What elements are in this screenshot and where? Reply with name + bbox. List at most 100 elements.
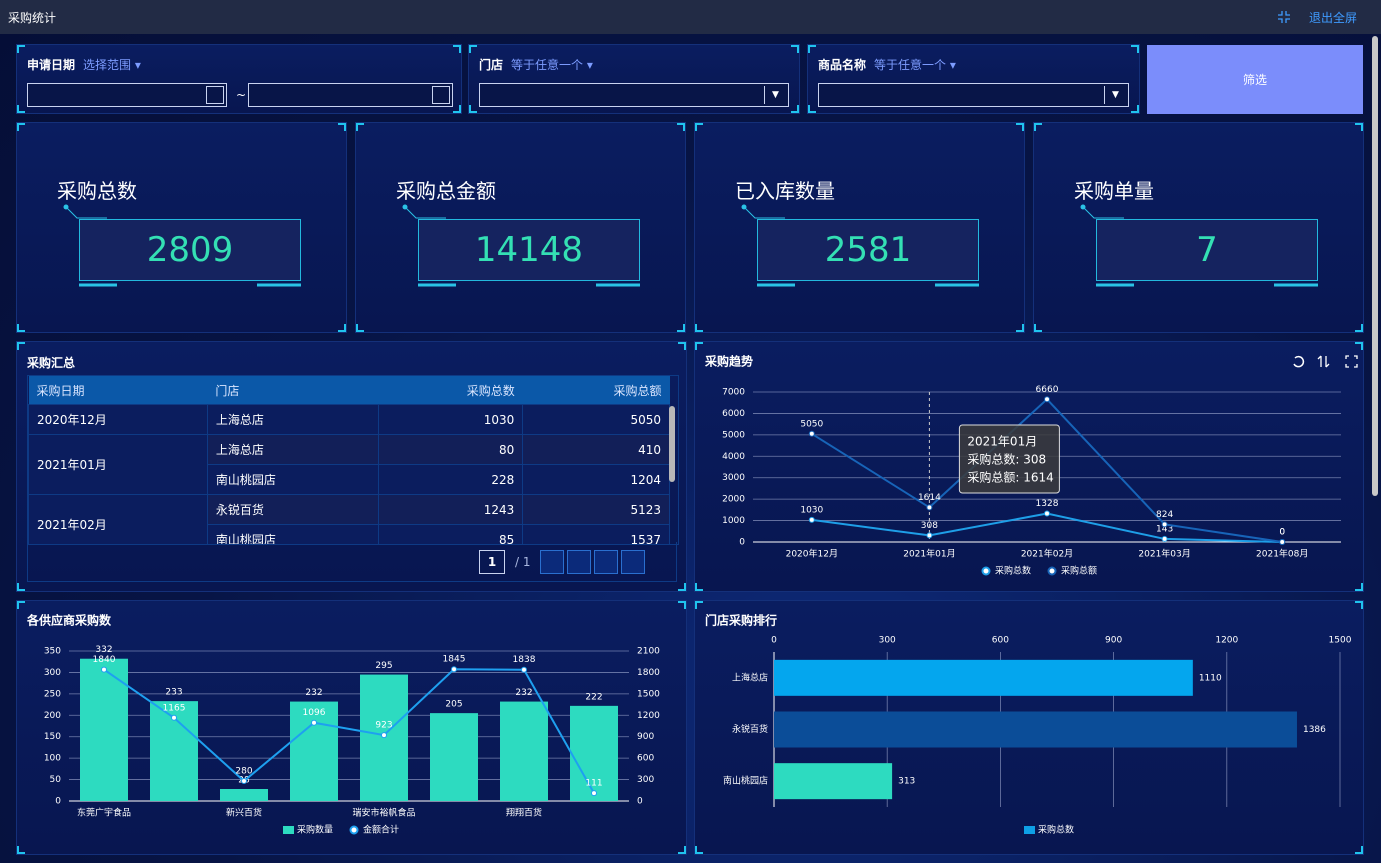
filter-mode[interactable]: 等于任意一个 ▾ <box>511 58 593 72</box>
fullscreen-icon[interactable] <box>1345 355 1358 368</box>
store-cell: 永锐百货 <box>206 494 379 525</box>
page-nav-button[interactable] <box>594 550 618 574</box>
filter-panel: 门店 等于任意一个 ▾ ▼ <box>468 44 800 114</box>
exit-fullscreen[interactable]: 退出全屏 <box>1308 11 1357 25</box>
y-tick-label: 1200 <box>637 711 660 721</box>
page-nav-button[interactable] <box>567 550 591 574</box>
kpi-value: 14148 <box>418 219 640 281</box>
chart: 采购趋势 0 1000 2000 3000 4000 5000 6000 7000 2020年12… <box>704 354 1358 577</box>
amount-cell: 410 <box>522 434 670 465</box>
filter-button[interactable]: 筛选 <box>1147 45 1363 114</box>
kpi-label: 采购单量 <box>1074 179 1154 203</box>
filter-mode[interactable]: 选择范围 ▾ <box>83 58 141 72</box>
x-tick-label: 2021年08月 <box>1256 548 1308 560</box>
count-cell: 228 <box>377 464 524 495</box>
refresh-icon[interactable] <box>1293 355 1305 368</box>
kpi-value: 2581 <box>757 219 979 281</box>
page-total: / 1 <box>515 555 531 569</box>
select-input[interactable]: ▼ <box>818 83 1129 107</box>
calendar-button[interactable] <box>432 86 450 104</box>
column-header: 采购日期 <box>28 376 208 405</box>
x-tick-label: 2020年12月 <box>786 548 838 560</box>
point <box>171 714 177 721</box>
column-header: 采购总数 <box>378 376 523 405</box>
series-line <box>103 668 595 794</box>
y-tick-label: 永锐百货 <box>732 723 768 735</box>
x-tick-label: 新兴百货 <box>226 807 262 819</box>
amount-cell: 5123 <box>522 494 670 525</box>
table-row: 2021年02月 永锐百货 1243 5123 <box>28 494 670 544</box>
bar <box>220 789 268 801</box>
top-bar: 采购统计 退出全屏 <box>0 0 1381 34</box>
data-label: 222 <box>585 692 602 702</box>
amount-cell: 1204 <box>522 464 670 495</box>
data-label: 1165 <box>163 703 186 713</box>
point <box>591 790 597 797</box>
point <box>381 732 387 739</box>
table-scrollbar <box>669 406 675 482</box>
chart-panel: 各供应商采购数 0 50 100 150 200 250 300 350 0 300 600 900 12… <box>16 600 687 855</box>
chart-tools[interactable] <box>1293 355 1358 368</box>
chart-panel: 门店采购排行 0 300 600 900 1200 1500 上海总店 永锐百货 南山桃园店 111… <box>694 600 1364 855</box>
filter-label: 商品名称 等于任意一个 ▾ <box>818 56 956 73</box>
legend-label: 采购数量 <box>297 824 333 836</box>
page-nav-button[interactable] <box>621 550 645 574</box>
y-tick-label: 0 <box>55 797 61 807</box>
date-input[interactable] <box>248 83 453 107</box>
tooltip-box <box>958 424 1060 494</box>
sort-icon[interactable] <box>1317 355 1330 368</box>
date-input[interactable] <box>27 83 227 107</box>
y-tick-label: 7000 <box>722 388 745 398</box>
filter-mode[interactable]: 等于任意一个 ▾ <box>874 58 956 72</box>
chart-title: 门店采购排行 <box>705 613 777 628</box>
table-head: 采购日期 门店 采购总数 采购总额 <box>28 376 670 405</box>
tooltip-line: 采购总数: 308 <box>967 452 1046 467</box>
legend-marker <box>981 566 991 576</box>
calendar-button[interactable] <box>206 86 224 104</box>
y-tick-label: 南山桃园店 <box>723 775 768 787</box>
y-tick-label: 350 <box>44 647 61 657</box>
deco-line <box>65 206 107 219</box>
bar <box>774 659 1193 696</box>
deco-line <box>743 206 785 219</box>
data-label: 280 <box>235 767 252 777</box>
table-wrap: 采购日期 门店 采购总数 采购总额 2020年12月 上海总店 1030 5050 2021年0… <box>27 375 679 545</box>
select-input[interactable]: ▼ <box>479 83 789 107</box>
kpi-label: 已入库数量 <box>735 179 835 203</box>
x-tick-label: 300 <box>879 636 896 646</box>
dropdown-button[interactable]: ▼ <box>764 86 786 104</box>
bar <box>430 713 478 801</box>
data-label: 1840 <box>93 655 116 665</box>
tooltip-line: 采购总额: 1614 <box>967 470 1053 485</box>
legend-marker <box>283 826 294 834</box>
filter-name: 门店 <box>479 58 504 72</box>
y-tick-label: 1800 <box>637 668 660 678</box>
data-label: 233 <box>165 688 182 698</box>
legend-label: 采购总额 <box>1061 565 1097 577</box>
chart: 各供应商采购数 0 50 100 150 200 250 300 350 0 300 600 900 12… <box>26 613 660 836</box>
point <box>808 430 815 437</box>
current-page[interactable]: 1 <box>479 550 505 574</box>
y-tick-label: 300 <box>44 668 61 678</box>
y-tick-label: 6000 <box>722 409 745 419</box>
dropdown-button[interactable]: ▼ <box>1104 86 1126 104</box>
filter-panel: 商品名称 等于任意一个 ▾ ▼ <box>807 44 1140 114</box>
legend-label: 金额合计 <box>363 824 399 836</box>
y-tick-label: 4000 <box>722 452 745 462</box>
y-tick-label: 600 <box>637 754 654 764</box>
x-tick-label: 瑞安市裕帆食品 <box>352 807 415 819</box>
kpi-value: 7 <box>1096 219 1318 281</box>
date-cell: 2020年12月 <box>28 404 208 435</box>
bar <box>774 763 893 800</box>
page-nav-button[interactable] <box>540 550 564 574</box>
point <box>1161 521 1168 528</box>
kpi-card: 采购总金额 14148 <box>355 122 686 333</box>
chart-panel: 采购趋势 0 1000 2000 3000 4000 5000 6000 7000 2020年12… <box>694 341 1364 592</box>
filter-label: 门店 等于任意一个 ▾ <box>479 56 593 73</box>
y-tick-label: 上海总店 <box>732 671 768 683</box>
bar <box>500 701 548 801</box>
data-label: 205 <box>445 700 462 710</box>
